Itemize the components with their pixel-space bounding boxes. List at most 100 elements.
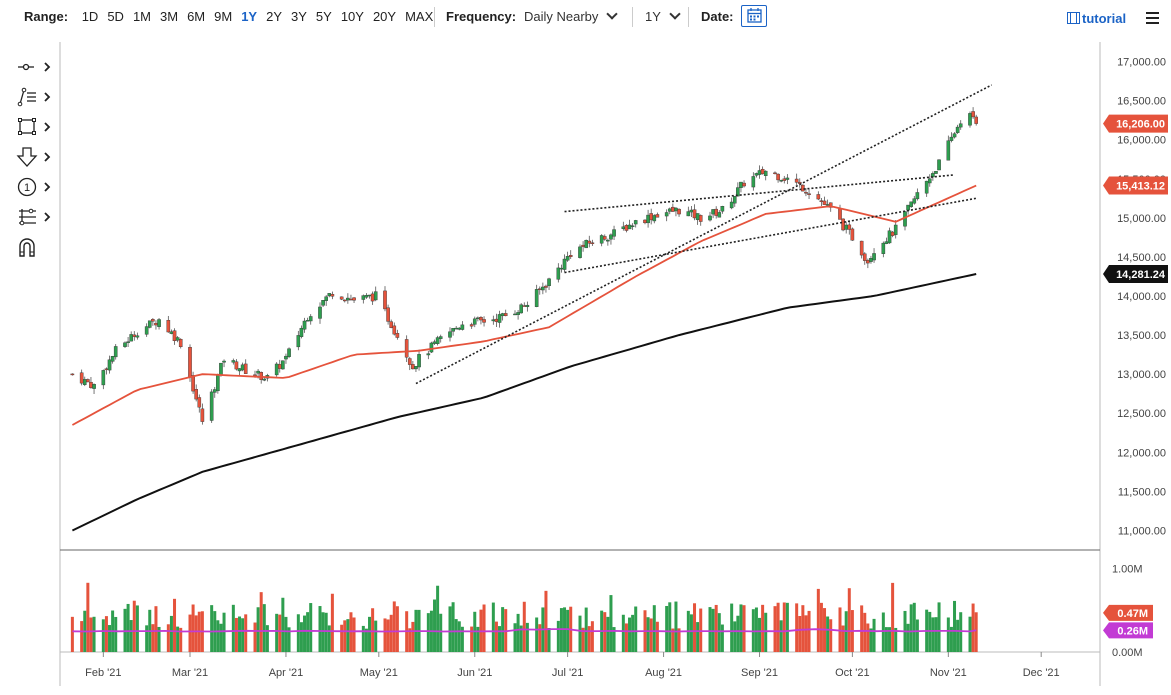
divider <box>434 7 435 27</box>
candle-body <box>324 296 328 301</box>
candle-body <box>126 341 130 343</box>
toolbar: Range: 1D 5D 1M 3M 6M 9M 1Y 2Y 3Y 5Y 10Y 20Y MAX Fre… <box>0 0 1171 36</box>
date-picker-button[interactable] <box>741 5 767 27</box>
volume-bar <box>736 615 740 652</box>
range-button-5y[interactable]: 5Y <box>315 9 332 24</box>
range-button-9m[interactable]: 9M <box>214 9 233 24</box>
range-button-1y[interactable]: 1Y <box>241 9 258 24</box>
range-button-20y[interactable]: 20Y <box>372 9 397 24</box>
candle-body <box>411 364 415 370</box>
time-tick-label: Apr '21 <box>269 667 304 679</box>
volume-bar <box>795 603 799 652</box>
crosshair-tool[interactable] <box>16 56 56 86</box>
price-tick-label: 11,500.00 <box>1118 486 1166 498</box>
counter-tool[interactable]: 1 <box>16 176 56 206</box>
volume-tag-label: 0.47M <box>1117 608 1148 620</box>
volume-bar <box>906 623 910 652</box>
line-tools[interactable] <box>16 86 56 116</box>
volume-bar <box>881 612 885 652</box>
svg-text:1: 1 <box>24 182 30 194</box>
fibonacci-tool[interactable] <box>16 206 56 236</box>
range-button-2y[interactable]: 2Y <box>266 9 282 24</box>
candle-body <box>327 293 332 297</box>
volume-bar <box>114 616 118 652</box>
volume-bar <box>525 622 529 652</box>
price-tick-label: 12,500.00 <box>1117 408 1166 420</box>
price-tag <box>1103 176 1168 195</box>
volume-bar <box>556 620 560 652</box>
volume-bar <box>535 617 539 652</box>
candle-body <box>627 224 632 230</box>
candle-body <box>671 206 675 212</box>
volume-bar <box>426 613 430 652</box>
candle-body <box>197 397 202 408</box>
candle-body <box>147 320 152 328</box>
calendar-icon <box>747 8 762 23</box>
volume-bar <box>501 607 505 652</box>
candle-body <box>361 295 366 300</box>
candle-body <box>438 336 443 339</box>
range-button-3m[interactable]: 3M <box>160 9 179 24</box>
candle-body <box>664 212 669 217</box>
tutorial-link[interactable]: tutorial <box>1067 11 1126 26</box>
candle-body <box>754 173 759 176</box>
range-button-1m[interactable]: 1M <box>132 9 151 24</box>
volume-bar <box>287 627 291 652</box>
range-label: Range: <box>24 9 69 24</box>
volume-bar <box>776 602 780 652</box>
tutorial-label: tutorial <box>1082 11 1127 26</box>
candle-body <box>652 215 657 222</box>
date-label: Date: <box>701 9 734 24</box>
candle-body <box>955 126 960 133</box>
candle-body <box>825 204 830 206</box>
candle-body <box>494 318 499 322</box>
magnet-tool[interactable] <box>16 236 56 266</box>
volume-bar <box>132 600 136 652</box>
range-button-10y[interactable]: 10Y <box>340 9 364 24</box>
frequency-select[interactable]: Daily Nearby <box>524 8 619 24</box>
range-button-6m[interactable]: 6M <box>187 9 206 24</box>
candle-body <box>166 320 171 333</box>
chart-area[interactable]: 17,000.0016,500.0016,000.0015,500.0015,0… <box>0 36 1171 695</box>
volume-bar <box>234 617 238 652</box>
candle-body <box>318 306 322 319</box>
candle-body <box>692 209 697 219</box>
candle-body <box>708 215 712 221</box>
volume-bar <box>330 593 334 652</box>
volume-bar <box>708 607 712 652</box>
range-button-3y[interactable]: 3Y <box>291 9 307 24</box>
volume-bar <box>101 619 105 652</box>
candle-body <box>432 341 437 344</box>
period-select[interactable]: 1Y <box>645 8 681 24</box>
candle-body <box>667 208 672 212</box>
volume-bar <box>191 604 195 652</box>
range-button-1d[interactable]: 1D <box>81 9 99 24</box>
candle-body <box>209 391 214 421</box>
range-button-5d[interactable]: 5D <box>107 9 124 24</box>
candle-body <box>797 181 802 184</box>
volume-bar <box>974 612 978 652</box>
arrow-tool[interactable] <box>16 146 56 176</box>
volume-bar <box>259 592 263 652</box>
candle-body <box>643 219 647 224</box>
time-axis: Feb '21 Mar '21 Apr '21 May '21 Jun '21 Jul '… <box>85 652 1060 679</box>
menu-icon[interactable] <box>1146 12 1159 27</box>
candlestick-series <box>70 107 978 425</box>
volume-bar <box>296 614 300 652</box>
volume-bar <box>494 621 498 652</box>
candle-body <box>590 242 595 244</box>
range-button-max[interactable]: MAX <box>405 9 434 24</box>
candle-body <box>621 226 626 229</box>
candle-body <box>367 294 372 297</box>
candle-body <box>330 294 335 297</box>
volume-bar <box>665 605 669 652</box>
candle-body <box>231 360 236 363</box>
price-tag-label: 16,206.00 <box>1116 119 1165 131</box>
volume-bar <box>847 588 851 652</box>
volume-bar <box>104 616 108 652</box>
volume-bar <box>135 605 139 652</box>
volume-bar <box>764 612 768 652</box>
candle-body <box>927 178 932 184</box>
arrow-down-icon <box>16 147 51 167</box>
rectangle-tool[interactable] <box>16 116 56 146</box>
